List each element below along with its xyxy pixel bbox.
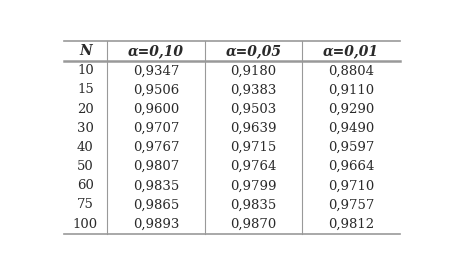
Text: 75: 75 — [77, 199, 94, 211]
Text: 0,9757: 0,9757 — [327, 199, 373, 211]
Text: 0,9383: 0,9383 — [230, 84, 276, 97]
Text: α=0,10: α=0,10 — [128, 44, 184, 58]
Text: 0,9506: 0,9506 — [133, 84, 179, 97]
Text: 100: 100 — [73, 218, 98, 231]
Text: 0,9639: 0,9639 — [230, 122, 276, 135]
Text: 0,9870: 0,9870 — [230, 218, 276, 231]
Text: 0,9110: 0,9110 — [327, 84, 373, 97]
Text: 0,9865: 0,9865 — [133, 199, 179, 211]
Text: α=0,05: α=0,05 — [225, 44, 281, 58]
Text: 60: 60 — [77, 179, 94, 192]
Text: 20: 20 — [77, 103, 93, 116]
Text: 40: 40 — [77, 141, 93, 154]
Text: 0,9835: 0,9835 — [230, 199, 276, 211]
Text: 0,9710: 0,9710 — [327, 179, 373, 192]
Text: 0,9707: 0,9707 — [133, 122, 179, 135]
Text: 0,9600: 0,9600 — [133, 103, 179, 116]
Text: 0,9767: 0,9767 — [133, 141, 179, 154]
Text: 0,9664: 0,9664 — [327, 160, 373, 173]
Text: 0,9503: 0,9503 — [230, 103, 276, 116]
Text: 0,9799: 0,9799 — [230, 179, 276, 192]
Text: 30: 30 — [77, 122, 94, 135]
Text: 0,9597: 0,9597 — [327, 141, 373, 154]
Text: 0,8804: 0,8804 — [327, 64, 373, 77]
Text: 10: 10 — [77, 64, 93, 77]
Text: 0,9893: 0,9893 — [133, 218, 179, 231]
Text: 0,9812: 0,9812 — [327, 218, 373, 231]
Text: α=0,01: α=0,01 — [322, 44, 378, 58]
Text: 50: 50 — [77, 160, 93, 173]
Text: 0,9290: 0,9290 — [327, 103, 373, 116]
Text: N: N — [79, 44, 92, 58]
Text: 0,9347: 0,9347 — [133, 64, 179, 77]
Text: 0,9835: 0,9835 — [133, 179, 179, 192]
Text: 15: 15 — [77, 84, 93, 97]
Text: 0,9180: 0,9180 — [230, 64, 276, 77]
Text: 0,9715: 0,9715 — [230, 141, 276, 154]
Text: 0,9490: 0,9490 — [327, 122, 373, 135]
Text: 0,9764: 0,9764 — [230, 160, 276, 173]
Text: 0,9807: 0,9807 — [133, 160, 179, 173]
